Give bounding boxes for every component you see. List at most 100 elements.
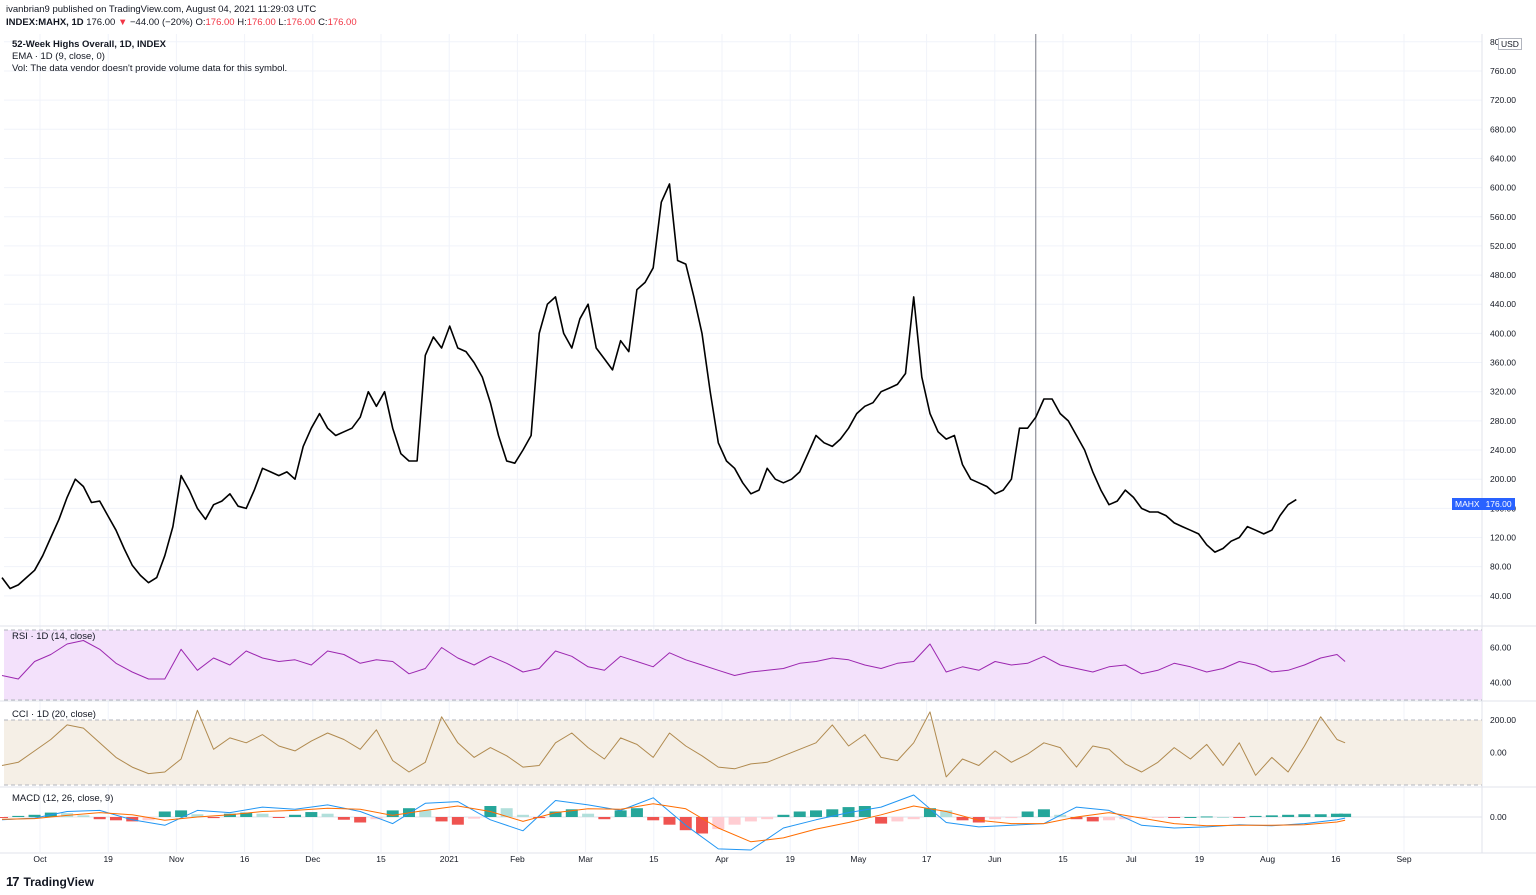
macd-histogram-bar <box>663 817 676 825</box>
time-axis-label: Sep <box>1396 854 1411 864</box>
macd-histogram-bar <box>956 817 969 821</box>
macd-histogram-bar <box>1233 817 1246 818</box>
cci-axis-label: 0.00 <box>1490 748 1507 758</box>
time-axis-label: 15 <box>649 854 659 864</box>
price-axis-label: 80.00 <box>1490 562 1512 572</box>
rsi-legend[interactable]: RSI · 1D (14, close) <box>12 631 96 642</box>
vol-legend[interactable]: Vol: The data vendor doesn't provide vol… <box>12 63 288 74</box>
macd-histogram-bar <box>582 813 595 817</box>
macd-histogram-bar <box>451 817 464 825</box>
time-axis-label: 16 <box>1331 854 1341 864</box>
macd-histogram-bar <box>175 810 188 817</box>
currency-label[interactable]: USD <box>1498 38 1522 50</box>
macd-histogram-bar <box>907 817 920 820</box>
low-label: L: <box>278 17 287 28</box>
macd-histogram-bar <box>1249 815 1262 817</box>
macd-axis-label: 0.00 <box>1490 812 1507 822</box>
close-value: 176.00 <box>327 17 357 28</box>
macd-histogram-bar <box>1070 817 1083 820</box>
macd-histogram-bar <box>142 817 155 821</box>
macd-histogram-bar <box>321 813 334 817</box>
time-axis-label: 15 <box>1058 854 1068 864</box>
price-axis-label: 760.00 <box>1490 66 1516 76</box>
macd-histogram-bar <box>500 808 513 817</box>
macd-histogram-bar <box>1135 817 1148 819</box>
time-axis-label: 15 <box>376 854 386 864</box>
macd-histogram-bar <box>533 817 546 819</box>
price-axis-label: 240.00 <box>1490 445 1516 455</box>
macd-histogram-bar <box>354 817 367 823</box>
price-axis-label: 200.00 <box>1490 474 1516 484</box>
macd-histogram-bar <box>191 814 204 817</box>
time-axis-label: 19 <box>1195 854 1205 864</box>
macd-legend[interactable]: MACD (12, 26, close, 9) <box>12 793 114 804</box>
macd-histogram-bar <box>256 813 269 817</box>
macd-histogram-bar <box>793 811 806 817</box>
price-axis-label: 360.00 <box>1490 358 1516 368</box>
macd-histogram-bar <box>647 817 660 821</box>
macd-histogram-bar <box>810 810 822 817</box>
macd-histogram-bar <box>875 817 888 824</box>
publisher-line: ivanbrian9 published on TradingView.com,… <box>6 4 317 15</box>
macd-histogram-bar <box>1005 817 1018 819</box>
ema-legend[interactable]: EMA · 1D (9, close, 0) <box>12 51 105 62</box>
main-legend: 52-Week Highs Overall, 1D, INDEX EMA · 1… <box>12 39 287 75</box>
price-line <box>1 183 1297 590</box>
macd-histogram-bar <box>712 817 725 830</box>
close-label: C: <box>318 17 328 28</box>
time-axis-label: Dec <box>305 854 321 864</box>
last-price: 176.00 <box>86 17 116 28</box>
macd-histogram-bar <box>891 817 904 822</box>
time-axis-label: Oct <box>33 854 47 864</box>
macd-histogram-bar <box>0 817 8 818</box>
macd-histogram-bar <box>565 809 578 817</box>
macd-histogram-bar <box>77 815 90 817</box>
price-tag-value: 176.00 <box>1482 498 1515 510</box>
last-price-tag: MAHX 176.00 <box>1452 498 1515 510</box>
time-axis-label: 2021 <box>440 854 459 864</box>
macd-histogram-bar <box>777 814 790 817</box>
time-axis-label: Apr <box>715 854 728 864</box>
open-value: 176.00 <box>205 17 235 28</box>
macd-histogram-bar <box>728 817 741 825</box>
low-value: 176.00 <box>286 17 316 28</box>
time-axis-label: 19 <box>103 854 113 864</box>
price-axis-label: 480.00 <box>1490 270 1516 280</box>
macd-line <box>1 794 1346 851</box>
time-axis-label: Jun <box>988 854 1002 864</box>
macd-histogram-bar <box>826 809 839 817</box>
macd-histogram-bar <box>289 814 302 817</box>
rsi-axis-label: 60.00 <box>1490 643 1512 653</box>
chart-header: ivanbrian9 published on TradingView.com,… <box>6 3 357 29</box>
rsi-band <box>4 630 1482 700</box>
cci-legend[interactable]: CCI · 1D (20, close) <box>12 709 96 720</box>
macd-histogram-bar <box>842 807 855 817</box>
macd-histogram-bar <box>761 817 774 820</box>
rsi-axis-label: 40.00 <box>1490 678 1512 688</box>
macd-histogram-bar <box>1168 817 1181 818</box>
price-axis-label: 720.00 <box>1490 95 1516 105</box>
ohlc-line: INDEX:MAHX, 1D 176.00 ▼ −44.00 (−20%) O:… <box>6 16 357 29</box>
macd-histogram-bar <box>1021 811 1034 817</box>
macd-histogram-bar <box>12 815 25 817</box>
macd-histogram-bar <box>1103 817 1116 821</box>
price-axis-label: 400.00 <box>1490 328 1516 338</box>
macd-histogram-bar <box>940 810 953 817</box>
macd-histogram-bar <box>614 810 627 817</box>
brand-name: TradingView <box>23 874 94 889</box>
price-tag-symbol: MAHX <box>1452 498 1483 510</box>
price-axis-label: 440.00 <box>1490 299 1516 309</box>
time-axis-label: Jul <box>1126 854 1137 864</box>
macd-histogram-bar <box>1037 809 1050 817</box>
main-title[interactable]: 52-Week Highs Overall, 1D, INDEX <box>12 39 166 50</box>
macd-histogram-bar <box>240 812 253 817</box>
signal-line <box>1 803 1346 843</box>
macd-histogram-bar <box>858 806 871 817</box>
macd-histogram-bar <box>1339 813 1352 817</box>
cci-axis-label: 200.00 <box>1490 715 1516 725</box>
cci-band <box>4 720 1482 785</box>
footer-brand[interactable]: 17 TradingView <box>6 874 94 889</box>
time-axis-label: Aug <box>1260 854 1275 864</box>
macd-histogram-bar <box>1151 817 1164 818</box>
